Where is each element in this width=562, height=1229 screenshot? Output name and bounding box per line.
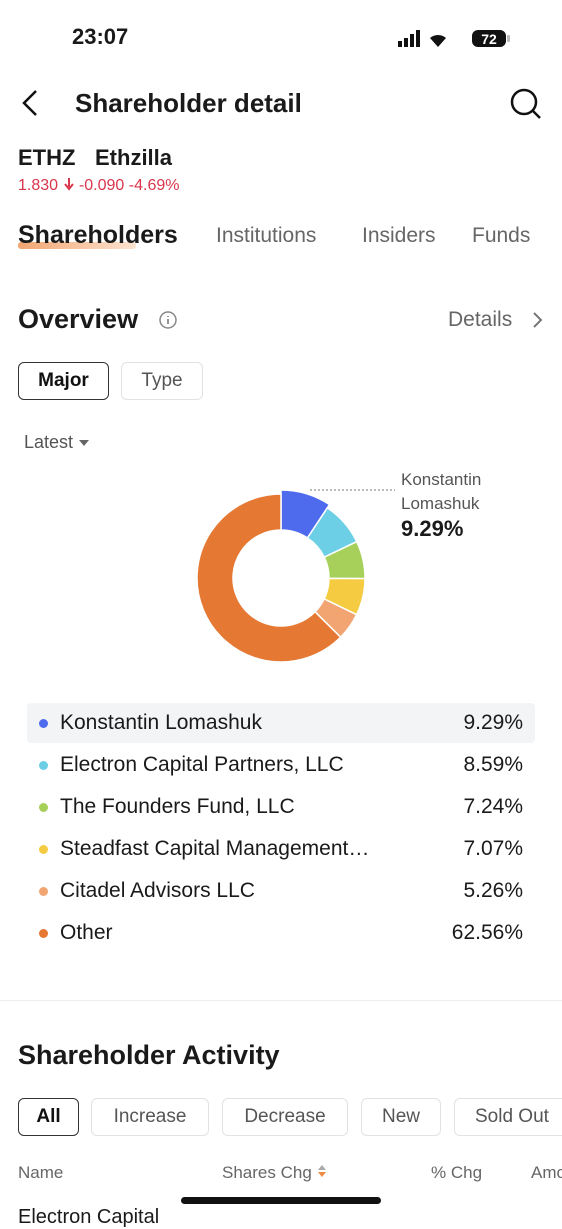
period-select[interactable]: Latest	[24, 432, 90, 453]
legend-item[interactable]: Steadfast Capital Management… 7.07%	[27, 829, 535, 869]
legend-label: The Founders Fund, LLC	[60, 795, 295, 818]
status-icons: 72	[398, 30, 510, 47]
dropdown-icon	[79, 440, 90, 446]
down-arrow	[63, 178, 74, 191]
filter-button[interactable]: New	[361, 1098, 441, 1136]
price-line: 1.830 -0.090 -4.69%	[18, 177, 179, 195]
callout-value: 9.29%	[401, 516, 464, 541]
filter-button[interactable]: All	[18, 1098, 79, 1136]
legend-item[interactable]: The Founders Fund, LLC 7.24%	[27, 787, 535, 827]
legend-swatch	[39, 887, 48, 896]
filter-button[interactable]: Decrease	[222, 1098, 348, 1136]
tab[interactable]: Insiders	[362, 224, 436, 247]
column-label: Shares Chg	[222, 1163, 312, 1182]
home-indicator	[181, 1197, 381, 1204]
back-button[interactable]	[16, 88, 44, 118]
legend-swatch	[39, 929, 48, 938]
change: -0.090	[78, 177, 125, 194]
tab-indicator	[18, 242, 136, 249]
tab[interactable]: Funds	[472, 224, 531, 247]
legend-value: 62.56%	[451, 921, 523, 944]
period: Latest	[24, 432, 74, 452]
legend-label: Konstantin Lomashuk	[60, 711, 262, 734]
legend-item[interactable]: Citadel Advisors LLC 5.26%	[27, 871, 535, 911]
page-title: Shareholder detail	[75, 88, 302, 118]
sort-icon	[317, 1165, 326, 1177]
legend-value: 5.26%	[463, 879, 523, 902]
legend-value: 9.29%	[463, 711, 523, 734]
status-time: 23:07	[72, 24, 129, 49]
battery-level: 72	[481, 31, 497, 47]
legend-value: 8.59%	[463, 753, 523, 776]
legend-swatch	[39, 761, 48, 770]
filter-button[interactable]: Sold Out	[454, 1098, 562, 1136]
filter-button[interactable]: Major	[18, 362, 109, 400]
donut-chart	[196, 489, 395, 663]
legend-label: Citadel Advisors LLC	[60, 879, 255, 902]
column-header: % Chg	[431, 1163, 483, 1182]
tab[interactable]: Shareholders	[18, 221, 178, 249]
legend-label: Electron Capital Partners, LLC	[60, 753, 344, 776]
info-icon[interactable]	[158, 310, 178, 330]
filter-button[interactable]: Type	[121, 362, 203, 400]
legend-swatch	[39, 803, 48, 812]
search-button[interactable]	[508, 86, 544, 122]
donut-segment[interactable]	[280, 489, 331, 539]
section-title: Overview	[18, 304, 139, 334]
legend-item[interactable]: Electron Capital Partners, LLC 8.59%	[27, 745, 535, 785]
legend-item[interactable]: Konstantin Lomashuk 9.29%	[27, 703, 535, 743]
column-header: Name	[18, 1163, 64, 1182]
column-header: Amo	[531, 1163, 562, 1182]
legend-swatch	[39, 845, 48, 854]
legend-item[interactable]: Other 62.56%	[27, 913, 535, 953]
price: 1.830	[18, 177, 59, 194]
chevron	[533, 312, 543, 328]
legend-value: 7.24%	[463, 795, 523, 818]
column-header[interactable]: Shares Chg	[222, 1163, 327, 1183]
legend-label: Other	[60, 921, 113, 944]
divider	[0, 1000, 562, 1001]
details-link[interactable]: Details	[448, 308, 513, 331]
legend-swatch	[39, 719, 48, 728]
stock-name: Ethzilla	[95, 145, 173, 170]
donut-segment[interactable]	[196, 493, 342, 663]
change-pct: -4.69%	[128, 177, 180, 194]
filter-button[interactable]: Increase	[91, 1098, 209, 1136]
tab[interactable]: Institutions	[216, 224, 317, 247]
legend-value: 7.07%	[463, 837, 523, 860]
ticker: ETHZ	[18, 145, 76, 170]
section-title: Shareholder Activity	[18, 1040, 280, 1070]
callout-name: Konstantin Lomashuk	[401, 470, 482, 513]
legend-label: Steadfast Capital Management…	[60, 837, 370, 860]
